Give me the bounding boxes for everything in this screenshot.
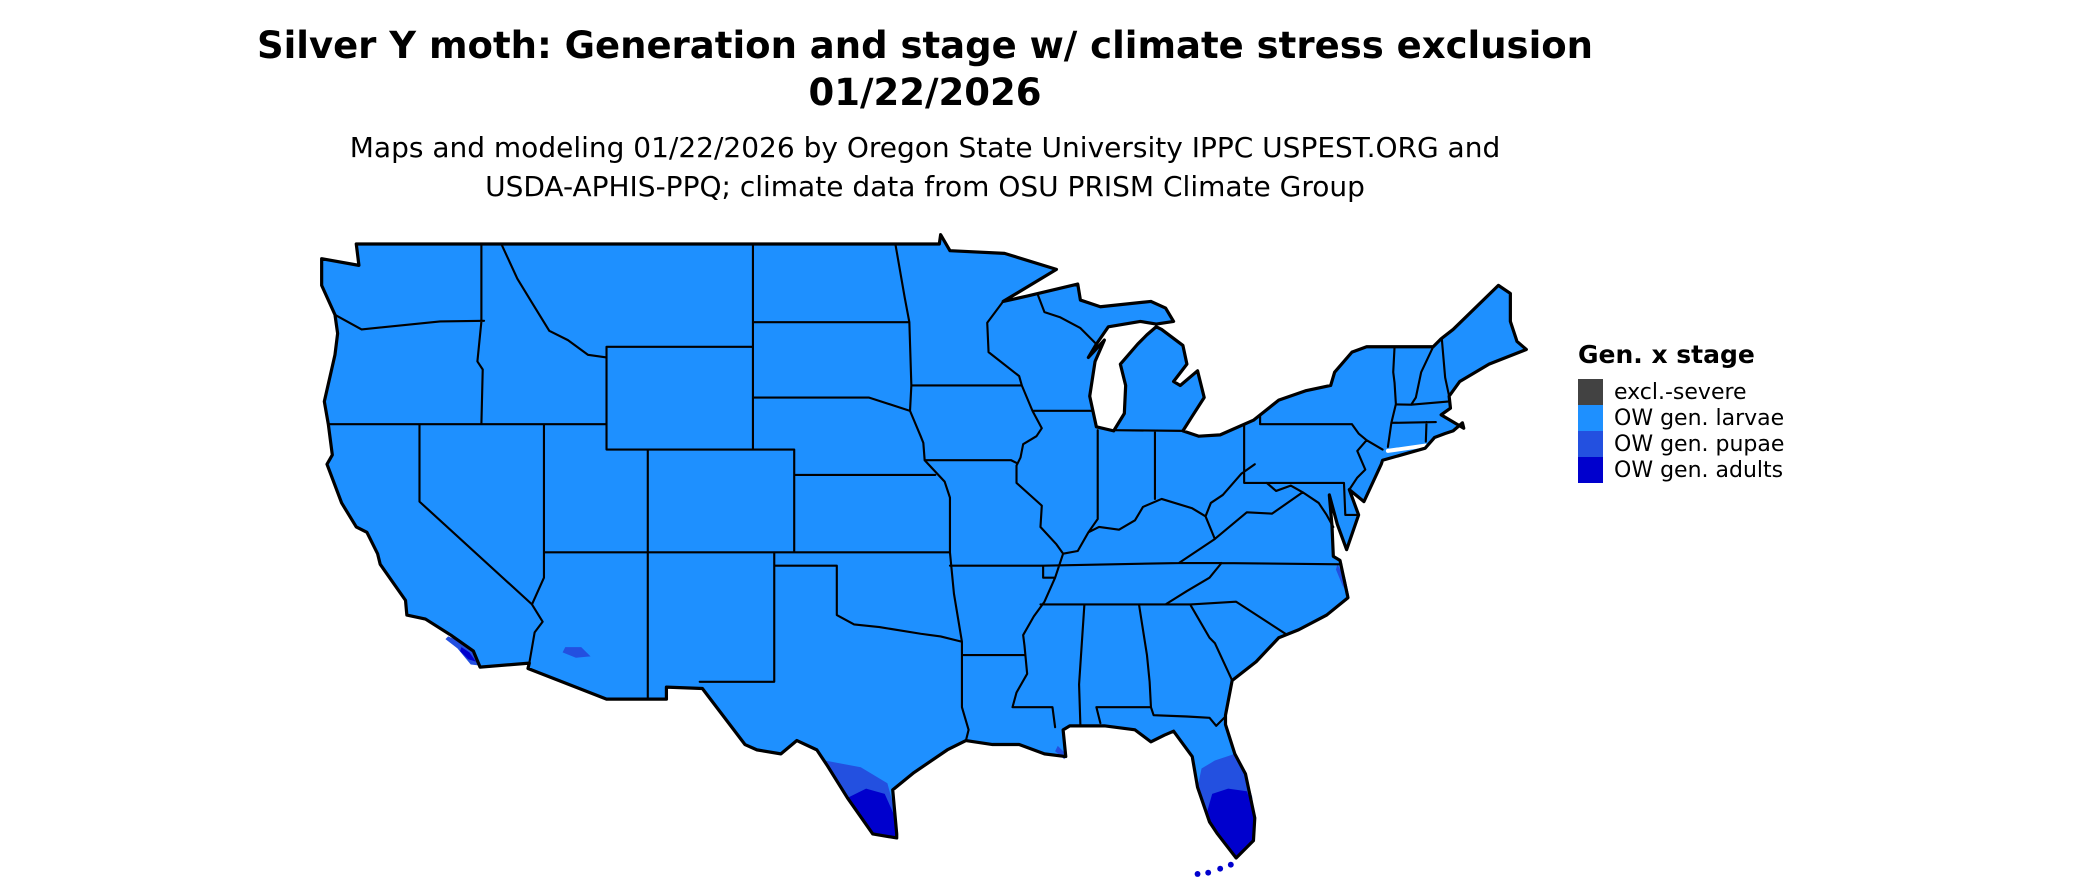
legend-item-adults: OW gen. adults bbox=[1578, 457, 1784, 483]
us-outline bbox=[320, 233, 1528, 860]
legend-label-pupae: OW gen. pupae bbox=[1614, 431, 1785, 457]
legend-swatch-adults bbox=[1578, 457, 1603, 483]
legend-swatch-excl bbox=[1578, 379, 1603, 405]
us-map bbox=[320, 233, 1528, 877]
us-land bbox=[321, 234, 1527, 858]
legend-swatch-larvae bbox=[1578, 405, 1603, 431]
legend: Gen. x stage excl.-severe OW gen. larvae O… bbox=[1578, 340, 1784, 483]
map-subtitle-line2: USDA-APHIS-PPQ; climate data from OSU PR… bbox=[485, 170, 1365, 203]
legend-swatch-pupae bbox=[1578, 431, 1603, 457]
title-block: Silver Y moth: Generation and stage w/ c… bbox=[0, 22, 1850, 116]
legend-label-excl: excl.-severe bbox=[1614, 379, 1747, 405]
region-southwest-desert bbox=[562, 647, 591, 658]
region-south-texas bbox=[847, 788, 897, 838]
state-borders bbox=[327, 242, 1451, 742]
region-florida-keys bbox=[1194, 861, 1234, 877]
long-island-sound bbox=[1385, 443, 1428, 453]
us-map-container bbox=[315, 228, 1529, 882]
region-south-florida bbox=[1206, 788, 1255, 858]
legend-item-pupae: OW gen. pupae bbox=[1578, 431, 1784, 457]
legend-item-larvae: OW gen. larvae bbox=[1578, 405, 1784, 431]
legend-label-adults: OW gen. adults bbox=[1614, 457, 1784, 483]
subtitle-block: Maps and modeling 01/22/2026 by Oregon S… bbox=[0, 128, 1850, 206]
region-southern-california-spots bbox=[460, 647, 477, 662]
legend-label-larvae: OW gen. larvae bbox=[1614, 405, 1785, 431]
legend-items: excl.-severe OW gen. larvae OW gen. pupae O… bbox=[1578, 379, 1784, 483]
map-title-line1: Silver Y moth: Generation and stage w/ c… bbox=[256, 24, 1594, 67]
legend-item-excl: excl.-severe bbox=[1578, 379, 1784, 405]
map-subtitle-line1: Maps and modeling 01/22/2026 by Oregon S… bbox=[349, 131, 1501, 164]
legend-title: Gen. x stage bbox=[1578, 340, 1755, 369]
map-title-line2: 01/22/2026 bbox=[808, 71, 1042, 114]
